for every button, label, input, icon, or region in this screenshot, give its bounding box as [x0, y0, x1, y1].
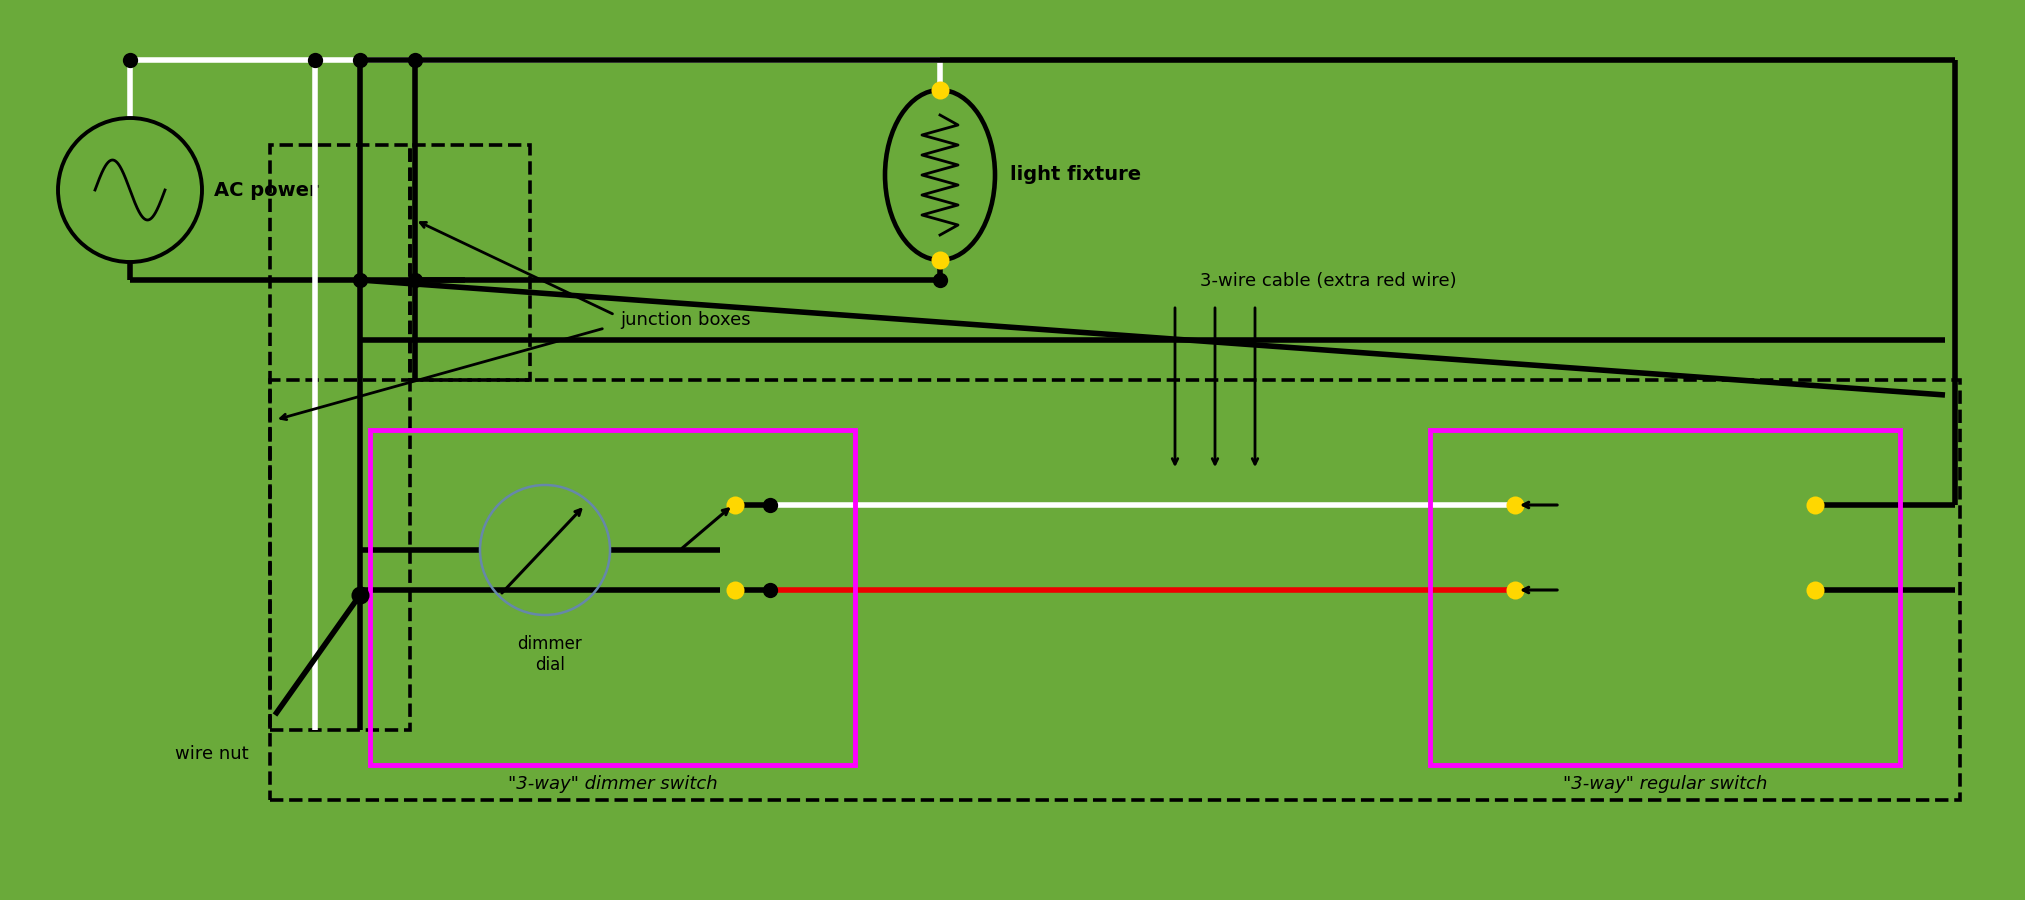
Bar	[269, 145, 409, 730]
Bar	[371, 430, 855, 765]
Bar	[269, 380, 1960, 800]
Text: dimmer
dial: dimmer dial	[518, 635, 583, 674]
Text: junction boxes: junction boxes	[620, 311, 751, 329]
Text: light fixture: light fixture	[1010, 166, 1142, 184]
Bar	[409, 145, 531, 380]
Text: "3-way" regular switch: "3-way" regular switch	[1563, 775, 1768, 793]
Text: 3-wire cable (extra red wire): 3-wire cable (extra red wire)	[1201, 272, 1456, 290]
Text: wire nut: wire nut	[174, 745, 249, 763]
Text: "3-way" dimmer switch: "3-way" dimmer switch	[508, 775, 717, 793]
Bar	[1430, 430, 1899, 765]
Text: AC power: AC power	[215, 181, 318, 200]
